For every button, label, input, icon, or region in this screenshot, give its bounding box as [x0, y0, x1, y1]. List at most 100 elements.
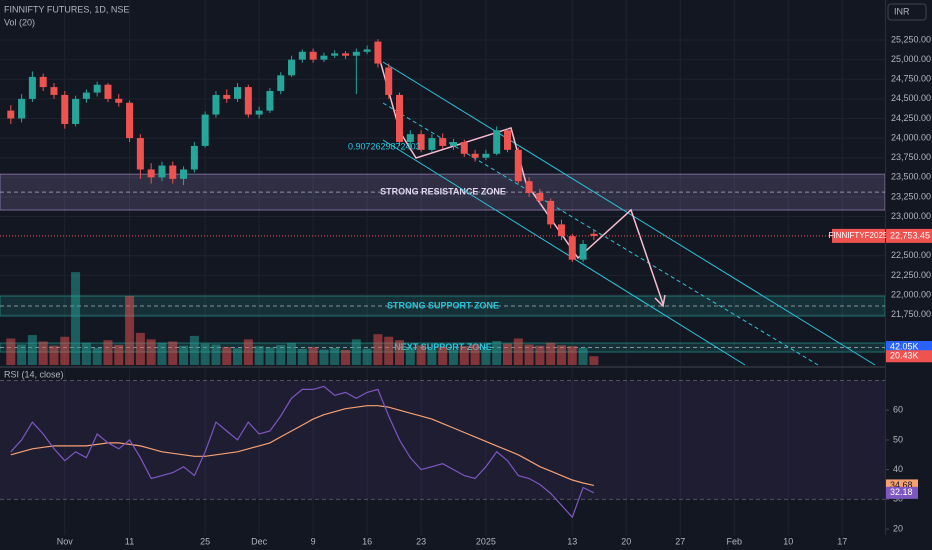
candle-body — [212, 94, 220, 115]
candle-body — [374, 41, 382, 64]
volume-bar — [524, 344, 534, 365]
candle-body — [104, 84, 112, 99]
volume-bar — [492, 341, 502, 365]
y-tick-label: 22,250.00 — [891, 270, 931, 280]
volume-bar — [395, 340, 405, 365]
candle-body — [126, 102, 134, 139]
candle-body — [363, 49, 371, 52]
candle-body — [439, 138, 447, 146]
volume-bar — [330, 347, 340, 365]
fib-label: 0.9072629872403 — [348, 141, 421, 151]
volume-bar — [60, 336, 70, 365]
volume-bar — [254, 346, 264, 365]
volume-tag: 20.43K — [890, 351, 919, 361]
x-tick-label: 17 — [837, 536, 847, 546]
zone-label: STRONG RESISTANCE ZONE — [380, 186, 506, 196]
candle-body — [482, 153, 490, 158]
zone-label: NEXT SUPPORT ZONE — [394, 342, 492, 352]
volume-title: Vol (20) — [4, 17, 35, 27]
pane-divider — [0, 366, 885, 368]
y-tick-label: 22,000.00 — [891, 289, 931, 299]
x-tick-label: 2025 — [476, 536, 496, 546]
channel-lower — [382, 139, 746, 366]
x-tick-label: 27 — [675, 536, 685, 546]
candle-body — [147, 169, 155, 178]
volume-bar — [222, 347, 232, 365]
volume-bar — [427, 348, 437, 365]
x-tick-label: 23 — [416, 536, 426, 546]
volume-bar — [6, 338, 16, 365]
volume-bar — [168, 341, 178, 365]
candle-body — [50, 87, 58, 95]
candle-body — [93, 84, 101, 93]
candle-body — [277, 75, 285, 92]
y-tick-label: 24,000.00 — [891, 132, 931, 142]
volume-bar — [92, 347, 102, 365]
candle-body — [396, 94, 404, 143]
x-tick-label: 10 — [783, 536, 793, 546]
volume-bar — [556, 345, 566, 365]
volume-bar — [243, 339, 253, 365]
channel-drawings — [382, 61, 876, 366]
candle-body — [547, 200, 555, 225]
symbol-tag-box — [832, 228, 885, 243]
candle-body — [158, 165, 166, 178]
candle-body — [320, 55, 328, 60]
y-tick-label: 23,750.00 — [891, 152, 931, 162]
rsi-band — [0, 380, 885, 500]
rsi-line — [10, 385, 595, 519]
volume-bar — [351, 339, 361, 365]
candle-body — [136, 138, 144, 170]
volume-tag-box — [886, 350, 932, 363]
candle-body — [190, 145, 198, 170]
candle-body — [61, 94, 69, 124]
volume-bar — [502, 343, 512, 365]
candle-body — [514, 149, 522, 182]
candle-body — [331, 53, 339, 56]
volume-bar — [567, 346, 577, 365]
x-tick-label: Nov — [57, 536, 74, 546]
x-tick-label: 9 — [311, 536, 316, 546]
candle-body — [503, 130, 511, 150]
volume-bar — [373, 334, 383, 365]
y-tick-label: 25,000.00 — [891, 54, 931, 64]
volume-bar — [448, 349, 458, 365]
candle-body — [115, 98, 123, 103]
candle-body — [244, 87, 252, 115]
candle-body — [557, 224, 565, 237]
price-tag: 22,753.45 — [890, 230, 930, 240]
volume-bar — [27, 335, 37, 365]
volume-pane — [6, 272, 599, 365]
volume-bar — [546, 342, 556, 365]
candle-body — [180, 169, 188, 179]
channel-mid — [382, 102, 819, 366]
x-tick-label: Dec — [251, 536, 268, 546]
currency-box — [887, 3, 927, 21]
candle-body — [309, 51, 317, 60]
volume-bar — [49, 345, 59, 365]
volume-bar — [114, 344, 124, 365]
y-tick-label: 21,750.00 — [891, 309, 931, 319]
rsi-tag: 32.18 — [890, 487, 913, 497]
candle-body — [449, 142, 457, 146]
volume-bar — [38, 341, 48, 365]
volume-bar — [362, 348, 372, 365]
rsi-pane — [0, 379, 889, 530]
candle-body — [525, 181, 533, 194]
candle-body — [255, 110, 263, 115]
rsi-tag: 34.68 — [890, 480, 913, 490]
price-tag-box — [886, 228, 932, 243]
volume-bar — [416, 345, 426, 365]
volume-bar — [341, 350, 351, 365]
candle-body — [385, 67, 393, 95]
volume-tag-box — [886, 341, 932, 354]
candle-body — [579, 244, 587, 260]
candle-body — [288, 59, 296, 76]
y-tick-label: 23,500.00 — [891, 172, 931, 182]
volume-bar — [578, 347, 588, 365]
grid — [0, 0, 885, 535]
volume-bar — [146, 339, 156, 365]
candles — [0, 39, 885, 263]
volume-bar — [319, 349, 329, 365]
